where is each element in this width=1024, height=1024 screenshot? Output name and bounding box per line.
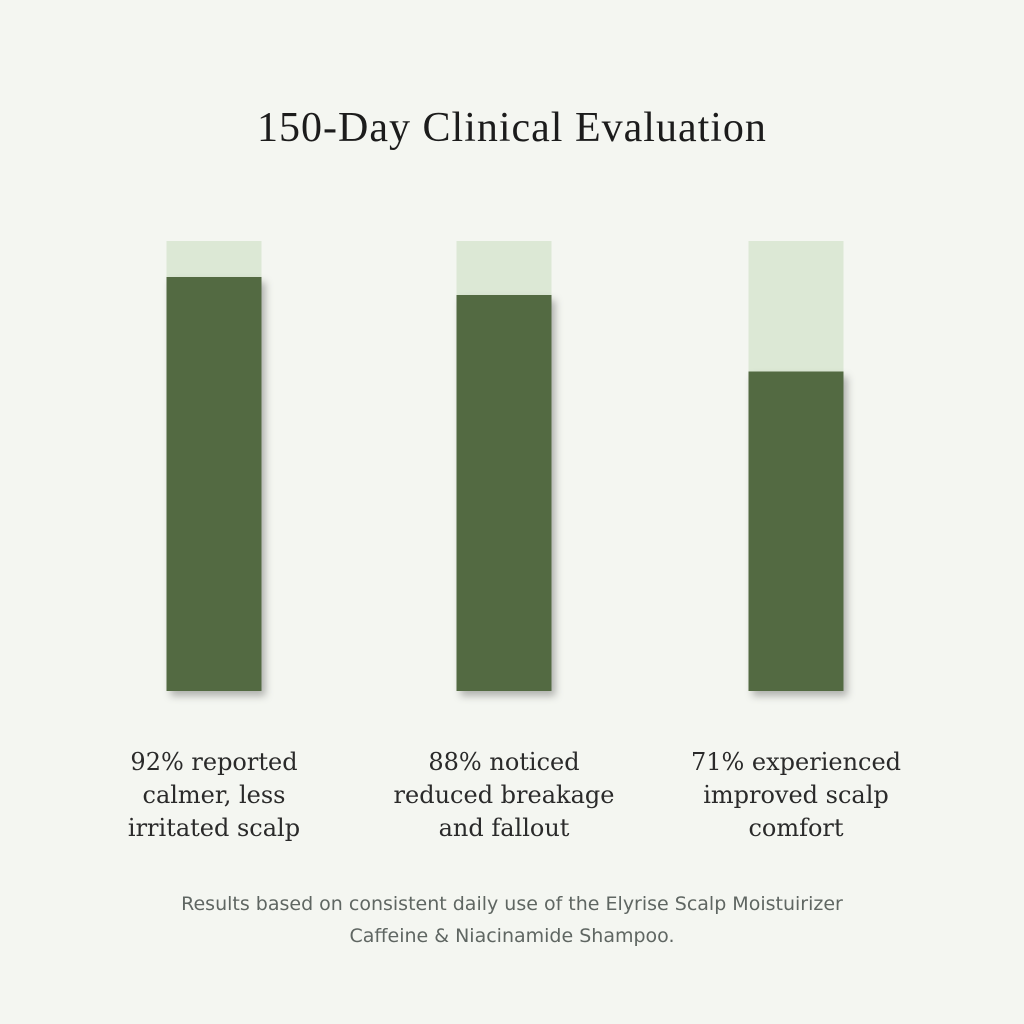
bar-scalp-comfort [748, 371, 844, 691]
page-title: 150-Day Clinical Evaluation [257, 105, 767, 151]
bar-reduced-breakage [456, 295, 552, 691]
bar-label-reduced-breakage: 88% noticed reduced breakage and fallout [393, 748, 615, 842]
bar-calmer-scalp [166, 277, 262, 691]
footnote: Results based on consistent daily use of… [181, 893, 843, 947]
bar-label-scalp-comfort: 71% experienced improved scalp comfort [690, 748, 902, 842]
bar-label-calmer-scalp: 92% reported calmer, less irritated scal… [127, 748, 301, 842]
